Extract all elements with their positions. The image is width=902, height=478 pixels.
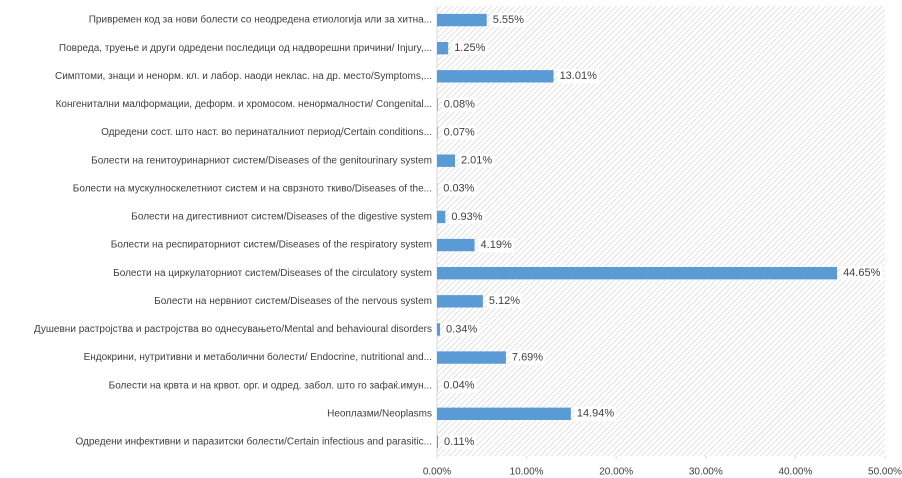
data-label: 5.12% — [489, 295, 520, 307]
label-bg — [478, 238, 514, 253]
label-bg — [452, 41, 488, 56]
bar — [437, 295, 483, 308]
label-bg — [490, 13, 526, 28]
label-bg — [459, 153, 495, 168]
y-tick-label: Болести на дигестивниот систем/Diseases … — [131, 212, 432, 223]
label-bg — [441, 181, 477, 196]
bar — [437, 98, 438, 111]
label-bg — [557, 69, 599, 84]
bar — [437, 210, 446, 224]
data-label: 0.07% — [444, 126, 475, 138]
data-label: 0.04% — [443, 380, 474, 392]
data-label: 13.01% — [560, 70, 598, 82]
y-tick-label: Болести на респираторниот систем/Disease… — [111, 240, 432, 251]
data-label: 0.93% — [451, 211, 482, 223]
label-bg — [841, 266, 883, 281]
y-tick-label: Болести на мускулноскелетниот систем и н… — [73, 183, 432, 194]
label-bg — [441, 97, 477, 112]
y-tick-label: Повреда, труење и други одредени последи… — [59, 43, 432, 54]
bar — [437, 407, 571, 420]
label-bg — [441, 434, 477, 449]
bar — [437, 126, 438, 139]
bar — [437, 70, 554, 83]
bar — [437, 435, 438, 449]
x-tick-label: 0.00% — [423, 467, 451, 478]
label-bg — [441, 125, 477, 140]
label-bg — [574, 406, 617, 421]
data-label: 14.94% — [577, 408, 615, 420]
data-label: 0.03% — [443, 183, 474, 195]
y-tick-label: Одредени инфективни и паразитски болести… — [75, 436, 432, 448]
bar — [437, 238, 475, 252]
y-tick-label: Привремен код за нови болести со неодред… — [89, 14, 432, 26]
bar — [437, 42, 449, 55]
y-tick-label: Неоплазми/Neoplasms — [327, 408, 432, 419]
y-tick-label: Симптоми, знаци и ненорм. кл. и лабор. н… — [55, 70, 432, 82]
label-bg — [444, 322, 480, 337]
data-label: 5.55% — [493, 14, 524, 26]
label-bg — [509, 350, 546, 365]
y-tick-label: Болести на крвта и на крвот. орг. и одре… — [109, 379, 432, 391]
x-tick-label: 10.00% — [510, 467, 544, 478]
bar — [437, 323, 441, 336]
y-tick-label: Конгенитални малформации, деформ. и хром… — [56, 98, 432, 110]
data-label: 0.08% — [444, 98, 475, 110]
y-tick-label: Болести на генитоуринарниот систем/Disea… — [91, 155, 432, 166]
bar — [437, 13, 487, 27]
label-bg — [441, 378, 477, 393]
x-tick-label: 20.00% — [599, 467, 633, 478]
bar — [437, 351, 506, 364]
data-label: 44.65% — [843, 267, 881, 279]
label-bg — [449, 209, 485, 224]
bar — [437, 154, 456, 167]
y-tick-label: Ендокрини, нутритивни и метаболични боле… — [84, 351, 432, 363]
data-label: 2.01% — [461, 155, 492, 167]
x-tick-label: 30.00% — [689, 467, 723, 478]
data-label: 7.69% — [512, 351, 543, 363]
y-tick-label: Болести на нервниот систем/Diseases of t… — [154, 296, 432, 307]
data-label: 0.11% — [444, 436, 475, 448]
data-label: 1.25% — [454, 42, 485, 54]
label-bg — [486, 294, 523, 309]
data-label: 4.19% — [481, 239, 512, 251]
x-tick-label: 40.00% — [778, 467, 812, 478]
x-tick-label: 50.00% — [868, 467, 902, 478]
y-tick-label: Душевни растројства и растројства во одн… — [34, 324, 432, 335]
y-tick-label: Болести на циркулаторниот систем/Disease… — [113, 268, 432, 279]
data-label: 0.34% — [446, 323, 477, 335]
bar — [437, 267, 838, 280]
y-tick-label: Одредени сост. што наст. во перинаталнио… — [101, 127, 432, 138]
